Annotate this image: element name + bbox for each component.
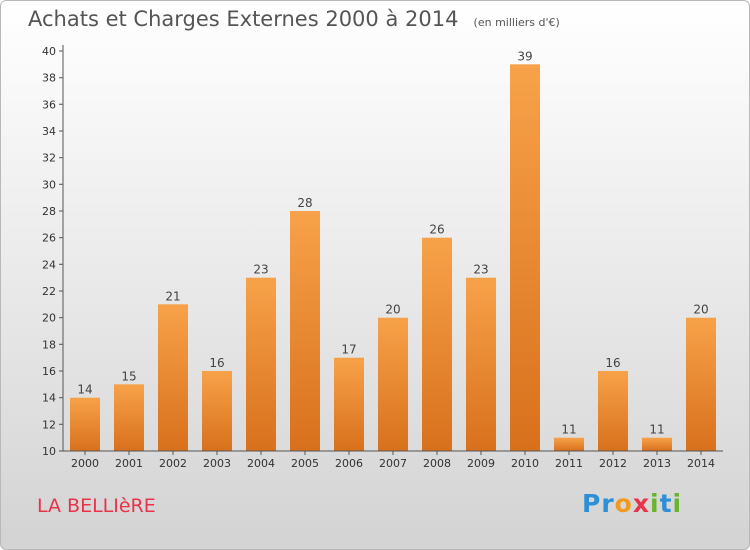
x-tick-label: 2013 — [643, 457, 671, 470]
x-tick-label: 2003 — [203, 457, 231, 470]
x-tick-label: 2005 — [291, 457, 319, 470]
y-tick-label: 30 — [42, 178, 56, 191]
bar-value-label: 21 — [165, 289, 180, 303]
y-tick-label: 26 — [42, 232, 56, 245]
y-tick-label: 10 — [42, 445, 56, 458]
y-tick-label: 14 — [42, 392, 56, 405]
y-tick-label: 18 — [42, 338, 56, 351]
x-tick-label: 2009 — [467, 457, 495, 470]
bar — [510, 64, 540, 452]
bar-value-label: 23 — [473, 263, 488, 277]
y-tick-label: 16 — [42, 365, 56, 378]
y-tick-label: 38 — [42, 72, 56, 85]
bar — [598, 371, 628, 451]
bar-value-label: 39 — [517, 49, 532, 63]
bar-value-label: 16 — [605, 356, 620, 370]
y-tick-label: 22 — [42, 285, 56, 298]
x-tick-label: 2004 — [247, 457, 275, 470]
bar — [686, 317, 716, 451]
bar — [290, 211, 320, 451]
bar — [334, 357, 364, 451]
bar-value-label: 20 — [385, 303, 400, 317]
x-tick-label: 2011 — [555, 457, 583, 470]
logo-letter: P — [582, 489, 602, 518]
y-tick-label: 32 — [42, 152, 56, 165]
x-tick-label: 2010 — [511, 457, 539, 470]
logo-letter: x — [632, 489, 650, 518]
x-tick-label: 2007 — [379, 457, 407, 470]
bar-value-label: 23 — [253, 263, 268, 277]
x-tick-label: 2012 — [599, 457, 627, 470]
proxiti-logo[interactable]: Proxiti — [582, 489, 682, 518]
bar — [114, 384, 144, 451]
logo-letter: t — [659, 489, 673, 518]
bar-value-label: 11 — [649, 423, 664, 437]
chart-title: Achats et Charges Externes 2000 à 2014 — [28, 7, 459, 31]
y-tick-label: 28 — [42, 205, 56, 218]
bar — [554, 437, 584, 451]
bar-value-label: 17 — [341, 343, 356, 357]
bar — [466, 277, 496, 451]
bars-layer: 14 15 21 16 23 28 17 20 26 23 39 11 16 11 20 — [70, 49, 716, 452]
logo-letter: i — [672, 489, 683, 518]
y-tick-label: 24 — [42, 258, 56, 271]
logo-letter: o — [614, 489, 633, 518]
x-tick-label: 2006 — [335, 457, 363, 470]
logo-letter: i — [650, 489, 660, 518]
y-tick-label: 36 — [42, 98, 56, 111]
y-tick-label: 20 — [42, 312, 56, 325]
city-name: LA BELLIèRE — [37, 495, 156, 517]
axis-layer: 2000 2001 2002 2003 2004 2005 2006 2007 2008 2009… — [42, 45, 723, 470]
chart-title-block: Achats et Charges Externes 2000 à 2014 (… — [28, 7, 560, 31]
y-tick-label: 12 — [42, 418, 56, 431]
x-tick-label: 2001 — [115, 457, 143, 470]
x-tick-label: 2000 — [71, 457, 99, 470]
y-tick-label: 40 — [42, 45, 56, 58]
bar — [158, 304, 188, 451]
y-tick-label: 34 — [42, 125, 56, 138]
bar — [70, 397, 100, 451]
bar — [202, 371, 232, 451]
logo-letter: r — [601, 489, 615, 518]
bar-value-label: 15 — [121, 369, 136, 383]
bar — [378, 317, 408, 451]
bar-value-label: 14 — [77, 383, 92, 397]
chart-subtitle: (en milliers d'€) — [473, 16, 560, 29]
bar-value-label: 26 — [429, 223, 444, 237]
x-tick-label: 2008 — [423, 457, 451, 470]
bar-value-label: 20 — [693, 303, 708, 317]
x-tick-label: 2002 — [159, 457, 187, 470]
bar — [422, 237, 452, 451]
bar — [246, 277, 276, 451]
bar-value-label: 16 — [209, 356, 224, 370]
bar-value-label: 11 — [561, 423, 576, 437]
bar — [642, 437, 672, 451]
x-tick-label: 2014 — [687, 457, 715, 470]
bar-value-label: 28 — [297, 196, 312, 210]
